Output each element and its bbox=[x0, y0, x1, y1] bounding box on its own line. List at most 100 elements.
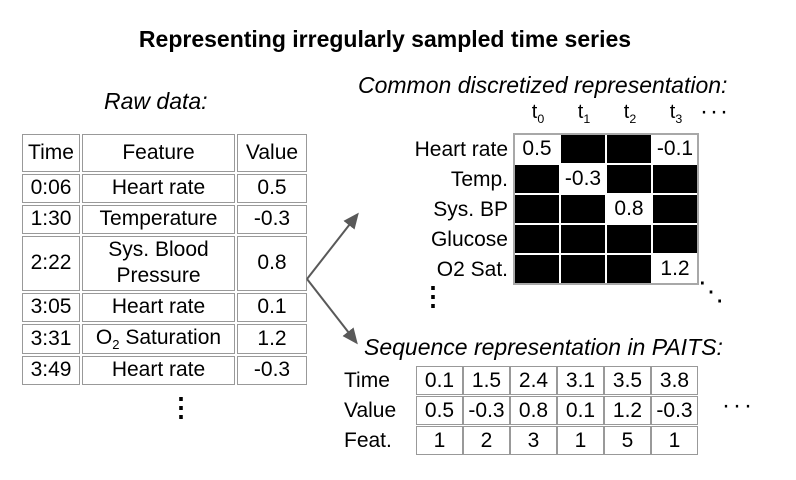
raw-table-ellipsis: ⋮ bbox=[168, 392, 194, 422]
sequence-cell: 2 bbox=[463, 426, 510, 455]
matrix-cell bbox=[515, 225, 559, 253]
table-row: 0:06 Heart rate 0.5 bbox=[22, 174, 307, 203]
feature-cell: Heart rate bbox=[82, 174, 235, 203]
raw-data-label: Raw data: bbox=[104, 88, 208, 114]
time-cell: 2:22 bbox=[22, 236, 80, 291]
matrix-cell bbox=[561, 255, 605, 283]
matrix-cell: -0.3 bbox=[561, 165, 605, 193]
table-header-row: Time Feature Value bbox=[22, 134, 307, 172]
arrow-to-sequence bbox=[306, 278, 358, 345]
feature-cell: Heart rate bbox=[82, 355, 235, 385]
matrix-row-label: O2 Sat. bbox=[436, 258, 508, 281]
value-cell: 0.1 bbox=[237, 292, 307, 322]
time-cell: 1:30 bbox=[22, 205, 80, 234]
matrix-cell bbox=[653, 225, 697, 253]
raw-data-table: Time Feature Value 0:06 Heart rate 0.5 1… bbox=[20, 132, 309, 387]
matrix-cell: 1.2 bbox=[653, 255, 697, 283]
sequence-ellipsis: ··· bbox=[722, 392, 755, 419]
feature-cell: Heart rate bbox=[82, 292, 235, 322]
time-cell: 3:49 bbox=[22, 355, 80, 385]
subscript: 2 bbox=[112, 336, 120, 352]
sequence-cell: 1 bbox=[557, 426, 604, 455]
matrix-row-label: Glucose bbox=[430, 228, 508, 251]
matrix-diagonal-ellipsis: ⋱ bbox=[698, 276, 724, 306]
sequence-cell: 1.2 bbox=[604, 396, 651, 425]
diagram-title: Representing irregularly sampled time se… bbox=[138, 26, 632, 52]
time-cell: 0:06 bbox=[22, 174, 80, 203]
column-header-feature: Feature bbox=[82, 134, 235, 172]
table-row: 3:31 O2 Saturation 1.2 bbox=[22, 323, 307, 354]
column-header-time: Time bbox=[22, 134, 80, 172]
matrix-cell bbox=[561, 225, 605, 253]
matrix-cell: 0.5 bbox=[515, 135, 559, 163]
time-bin-label: t1 bbox=[577, 101, 591, 126]
sequence-cell: -0.3 bbox=[463, 396, 510, 425]
time-bin-label: t2 bbox=[623, 101, 637, 126]
matrix-cell bbox=[515, 255, 559, 283]
matrix-row-label: Sys. BP bbox=[433, 198, 508, 221]
value-cell: 0.5 bbox=[237, 174, 307, 203]
matrix-cell bbox=[607, 165, 651, 193]
feature-cell: O2 Saturation bbox=[82, 323, 235, 354]
sequence-cell: 5 bbox=[604, 426, 651, 455]
matrix-cell bbox=[607, 135, 651, 163]
sequence-cell: 3 bbox=[510, 426, 557, 455]
sequence-row-feature: Feat. 1 2 3 1 5 1 bbox=[344, 426, 698, 455]
time-bin-headers: t0 t1 t2 t3 bbox=[515, 101, 699, 126]
matrix-cell: -0.1 bbox=[653, 135, 697, 163]
fork-arrows bbox=[306, 212, 359, 345]
matrix-rows-ellipsis: ⋮ bbox=[420, 281, 446, 311]
matrix-cell bbox=[515, 195, 559, 223]
column-header-value: Value bbox=[237, 134, 307, 172]
matrix-row-label: Heart rate bbox=[414, 138, 508, 161]
matrix-cell bbox=[515, 165, 559, 193]
discretized-matrix: 0.5 -0.1 -0.3 0.8 1.2 bbox=[513, 133, 699, 285]
discretized-label: Common discretized representation: bbox=[358, 72, 728, 98]
sequence-cell: 2.4 bbox=[510, 366, 557, 395]
sequence-row-label: Feat. bbox=[344, 428, 392, 452]
matrix-cell bbox=[653, 165, 697, 193]
sequence-cell: 0.1 bbox=[557, 396, 604, 425]
time-bin-label: t0 bbox=[531, 101, 545, 126]
time-cell: 3:05 bbox=[22, 292, 80, 322]
sequence-cell: 3.5 bbox=[604, 366, 651, 395]
value-cell: 1.2 bbox=[237, 323, 307, 354]
matrix-cell: 0.8 bbox=[607, 195, 651, 223]
matrix-row-label: Temp. bbox=[450, 168, 508, 191]
sequence-cell: 0.5 bbox=[416, 396, 463, 425]
time-bin-ellipsis: ··· bbox=[700, 98, 730, 125]
sequence-cell: 0.1 bbox=[416, 366, 463, 395]
sequence-cell: -0.3 bbox=[651, 396, 698, 425]
sequence-cell: 0.8 bbox=[510, 396, 557, 425]
time-cell: 3:31 bbox=[22, 323, 80, 354]
arrow-to-discretized bbox=[306, 212, 359, 280]
sequence-cell: 1.5 bbox=[463, 366, 510, 395]
value-cell: 0.8 bbox=[237, 236, 307, 291]
matrix-cell bbox=[607, 225, 651, 253]
sequence-cell: 1 bbox=[651, 426, 698, 455]
matrix-cell bbox=[561, 135, 605, 163]
value-cell: -0.3 bbox=[237, 355, 307, 385]
feature-cell: Sys. Blood Pressure bbox=[82, 236, 235, 291]
time-bin-label: t3 bbox=[669, 101, 683, 126]
matrix-cell bbox=[607, 255, 651, 283]
sequence-row-label: Value bbox=[344, 398, 397, 422]
table-row: 3:05 Heart rate 0.1 bbox=[22, 292, 307, 322]
sequence-table: Time 0.1 1.5 2.4 3.1 3.5 3.8 Value 0.5 -… bbox=[344, 366, 698, 456]
table-row: 1:30 Temperature -0.3 bbox=[22, 205, 307, 234]
sequence-cell: 3.1 bbox=[557, 366, 604, 395]
sequence-row-value: Value 0.5 -0.3 0.8 0.1 1.2 -0.3 bbox=[344, 396, 698, 425]
table-row: 3:49 Heart rate -0.3 bbox=[22, 355, 307, 385]
matrix-cell bbox=[561, 195, 605, 223]
matrix-row-labels: Heart rate Temp. Sys. BP Glucose O2 Sat. bbox=[358, 135, 508, 285]
value-cell: -0.3 bbox=[237, 205, 307, 234]
sequence-cell: 3.8 bbox=[651, 366, 698, 395]
sequence-label: Sequence representation in PAITS: bbox=[364, 334, 723, 360]
table-row: 2:22 Sys. Blood Pressure 0.8 bbox=[22, 236, 307, 291]
sequence-cell: 1 bbox=[416, 426, 463, 455]
sequence-row-label: Time bbox=[344, 368, 390, 392]
matrix-cell bbox=[653, 195, 697, 223]
feature-cell: Temperature bbox=[82, 205, 235, 234]
sequence-row-time: Time 0.1 1.5 2.4 3.1 3.5 3.8 bbox=[344, 366, 698, 395]
